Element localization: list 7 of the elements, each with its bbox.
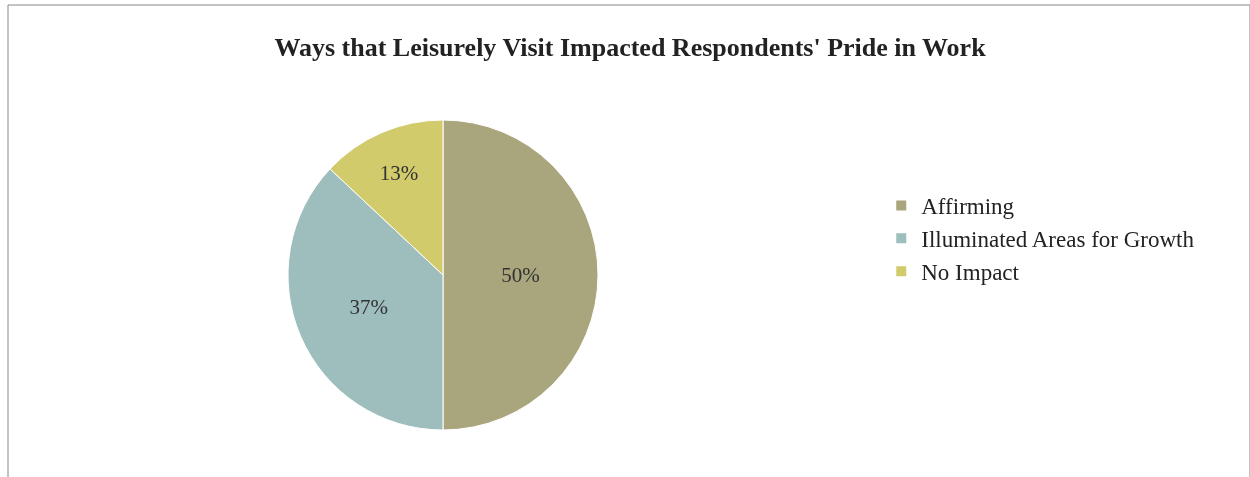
data-label: 37% — [349, 295, 389, 320]
legend-label: Affirming — [921, 194, 1015, 220]
chart-title: Ways that Leisurely Visit Impacted Respondents' Pride in Work — [274, 33, 987, 63]
data-label: 13% — [379, 161, 419, 186]
legend-label: Illuminated Areas for Growth — [921, 227, 1195, 253]
legend-label: No Impact — [921, 260, 1020, 286]
data-label: 50% — [501, 263, 540, 287]
